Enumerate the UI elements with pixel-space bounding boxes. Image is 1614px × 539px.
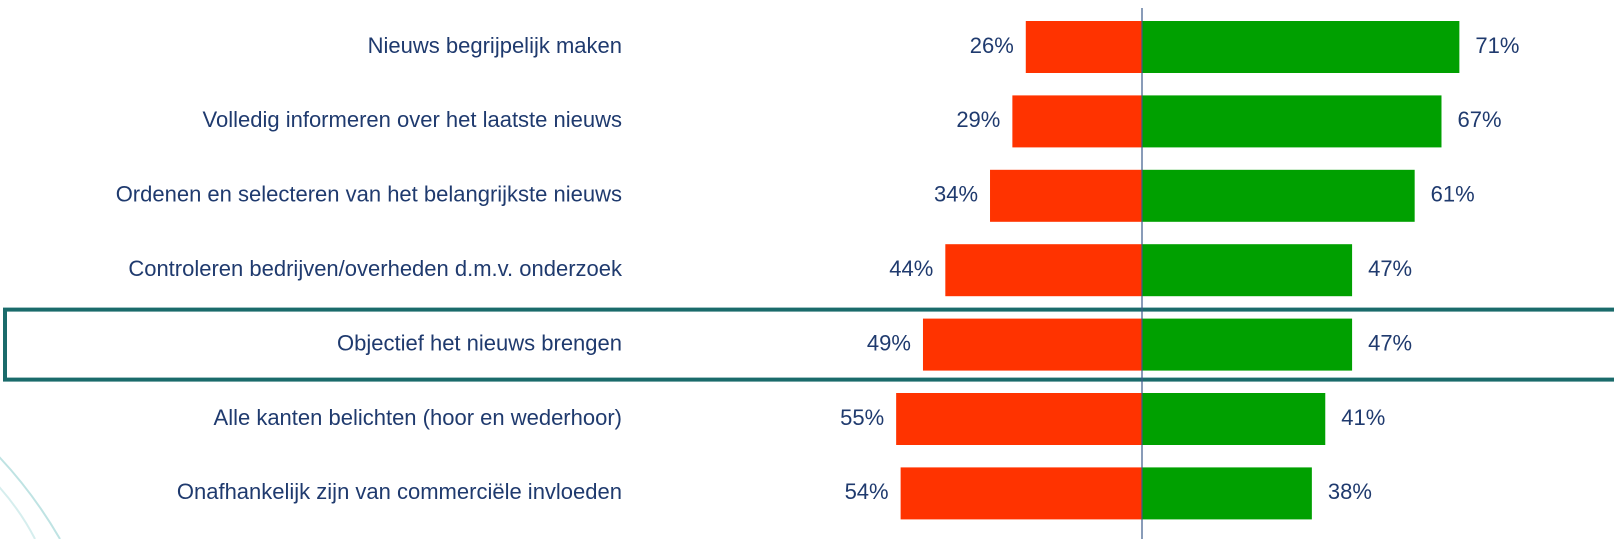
value-label: 29% xyxy=(956,107,1000,132)
bar xyxy=(1142,169,1415,222)
bar xyxy=(990,169,1142,222)
bar xyxy=(922,318,1142,371)
category-label: Alle kanten belichten (hoor en wederhoor… xyxy=(214,405,622,430)
value-label: 71% xyxy=(1475,33,1519,58)
bar xyxy=(1142,21,1460,73)
value-label: 55% xyxy=(840,405,884,430)
value-label: 47% xyxy=(1368,256,1412,281)
bar xyxy=(1142,95,1442,148)
value-label: 26% xyxy=(970,33,1014,58)
decor-arc xyxy=(0,456,61,539)
value-label: 61% xyxy=(1431,182,1475,207)
bar xyxy=(1142,244,1353,297)
category-label: Controleren bedrijven/overheden d.m.v. o… xyxy=(128,256,623,281)
value-label: 54% xyxy=(845,479,889,504)
value-label: 44% xyxy=(889,256,933,281)
value-label: 41% xyxy=(1341,405,1385,430)
category-label: Volledig informeren over het laatste nie… xyxy=(203,107,622,132)
decor-arc xyxy=(0,486,36,539)
value-label: 49% xyxy=(867,330,911,355)
bar xyxy=(945,244,1142,297)
bar xyxy=(1142,318,1353,371)
category-label: Objectief het nieuws brengen xyxy=(337,330,622,355)
category-label: Onafhankelijk zijn van commerciële invlo… xyxy=(177,479,622,504)
value-label: 47% xyxy=(1368,330,1412,355)
bar xyxy=(900,467,1142,520)
value-label: 38% xyxy=(1328,479,1372,504)
bar xyxy=(896,393,1142,445)
bar xyxy=(1142,393,1326,445)
category-label: Nieuws begrijpelijk maken xyxy=(368,33,622,58)
bar xyxy=(1025,21,1142,73)
value-label: 67% xyxy=(1457,107,1501,132)
bar xyxy=(1142,467,1312,520)
value-label: 34% xyxy=(934,182,978,207)
category-label: Ordenen en selecteren van het belangrijk… xyxy=(116,182,622,207)
highlight-box xyxy=(3,307,1614,382)
bar xyxy=(1012,95,1142,148)
